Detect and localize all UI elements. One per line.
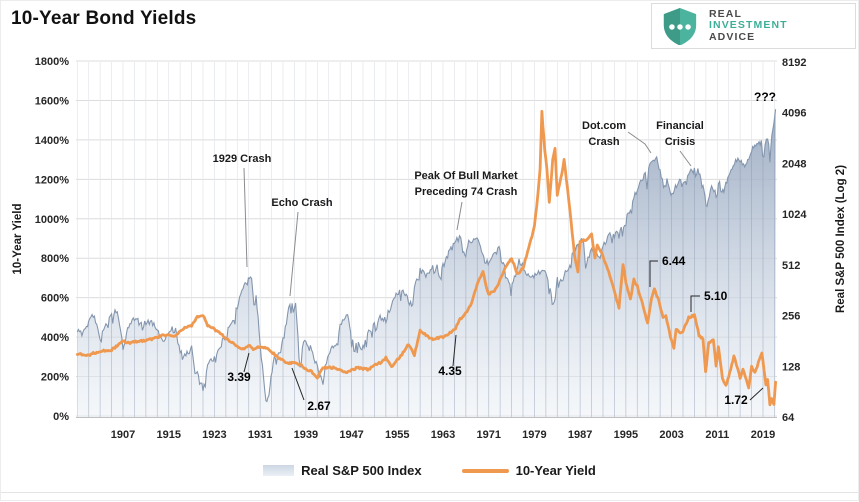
annotation-leader (243, 167, 248, 268)
right-axis-tick: 512 (782, 260, 800, 272)
annotation-label: ??? (754, 90, 776, 104)
sp500-area-series (77, 109, 776, 417)
annotation-label: 5.10 (704, 289, 728, 303)
legend-item-yield: 10-Year Yield (461, 463, 596, 478)
left-axis-tick: 1800% (35, 56, 69, 68)
x-axis-tick: 1979 (522, 429, 546, 441)
left-axis-tick: 0% (53, 411, 69, 423)
right-axis-tick: 4096 (782, 108, 806, 120)
left-axis-tick: 400% (41, 332, 69, 344)
right-axis-tick: 128 (782, 361, 800, 373)
annotation-label: Dot.com Crash (582, 120, 626, 148)
left-axis-title: 10-Year Yield (12, 204, 24, 275)
annotation-label: 6.44 (662, 254, 686, 268)
annotation-leader (243, 352, 250, 373)
legend-item-sp500: Real S&P 500 Index (263, 463, 422, 478)
ria-logo-text: REAL INVESTMENT ADVICE (709, 7, 788, 44)
annotation-leader (289, 211, 299, 297)
x-axis-tick: 1947 (339, 429, 363, 441)
left-axis-tick: 1400% (35, 135, 69, 147)
ten-year-yield-line (75, 109, 777, 407)
annotation-label: 1.72 (724, 393, 748, 407)
annotation-leader (452, 334, 457, 367)
left-axis-tick: 800% (41, 253, 69, 265)
right-axis-tick: 1024 (782, 209, 807, 221)
x-axis-tick: 1987 (568, 429, 592, 441)
left-axis-tick: 1000% (35, 214, 69, 226)
page-title: 10-Year Bond Yields (11, 8, 197, 29)
annotation-leader (690, 295, 700, 312)
x-axis-tick: 1995 (614, 429, 638, 441)
legend-swatch-line (461, 468, 509, 473)
logo-line-real: REAL (709, 7, 742, 20)
legend-label-sp500: Real S&P 500 Index (301, 463, 422, 478)
chart-legend: Real S&P 500 Index 10-Year Yield (1, 463, 858, 478)
annotation-label: 4.35 (438, 364, 462, 378)
annotation-label: Peak Of Bull Market Preceding 74 Crash (414, 170, 518, 198)
ria-shield-icon (663, 7, 697, 45)
x-axis-tick: 1971 (476, 429, 500, 441)
x-axis-tick: 2019 (751, 429, 775, 441)
right-axis-tick: 256 (782, 311, 800, 323)
logo-line-investment: INVESTMENT (709, 19, 788, 32)
sp500-area-edge (76, 109, 777, 403)
annotation-label: Financial Crisis (656, 120, 704, 148)
annotation-label: 3.39 (227, 370, 251, 384)
x-axis-tick: 1923 (202, 429, 226, 441)
x-axis-tick: 1955 (385, 429, 409, 441)
right-axis-tick: 64 (782, 412, 795, 424)
x-axis-tick: 1915 (156, 429, 180, 441)
left-axis-tick: 600% (41, 293, 69, 305)
ria-logo: REAL INVESTMENT ADVICE (651, 3, 856, 49)
right-axis-title: Real S&P 500 Index (Log 2) (835, 165, 847, 313)
annotation-label: 2.67 (307, 399, 331, 413)
annotation-leader (649, 260, 658, 287)
legend-swatch-area (263, 465, 295, 476)
annotation-leader (679, 150, 692, 167)
logo-line-advice: ADVICE (709, 30, 756, 43)
x-axis-tick: 1939 (294, 429, 318, 441)
bottom-divider (1, 492, 858, 493)
annotation-leader (627, 131, 652, 154)
x-axis-tick: 2011 (705, 429, 729, 441)
left-axis-tick: 1200% (35, 174, 69, 186)
right-axis-tick: 8192 (782, 57, 806, 69)
x-axis-tick: 1963 (431, 429, 455, 441)
x-axis-tick: 2003 (659, 429, 683, 441)
right-axis-tick: 2048 (782, 158, 806, 170)
annotation-leader (291, 367, 305, 401)
x-axis-tick: 1931 (248, 429, 272, 441)
annotation-leader (456, 201, 463, 231)
annotation-label: 1929 Crash (213, 153, 272, 165)
annotation-leader (749, 387, 764, 401)
legend-label-yield: 10-Year Yield (515, 463, 596, 478)
annotation-label: Echo Crash (271, 197, 332, 209)
x-axis-tick: 1907 (111, 429, 135, 441)
left-axis-tick: 1600% (35, 95, 69, 107)
left-axis-tick: 200% (41, 372, 69, 384)
